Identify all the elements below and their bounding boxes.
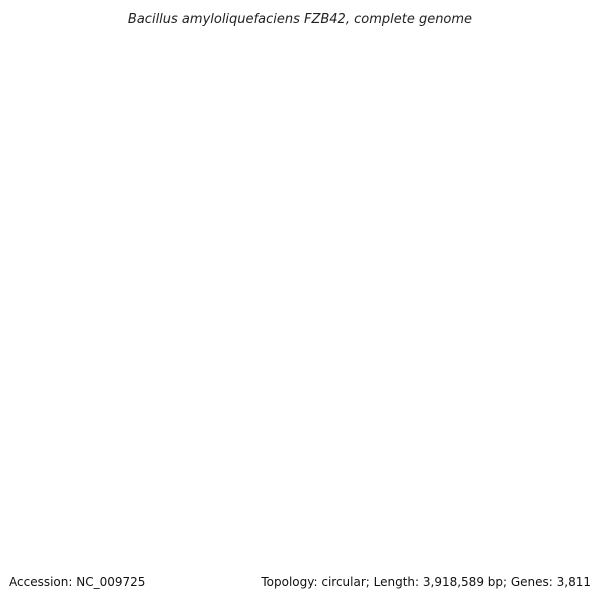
topology-label: Topology: circular; Length: 3,918,589 bp… [261,575,591,589]
map-title: Bacillus amyloliquefaciens FZB42, comple… [128,12,472,27]
accession-label: Accession: NC_009725 [9,575,146,589]
